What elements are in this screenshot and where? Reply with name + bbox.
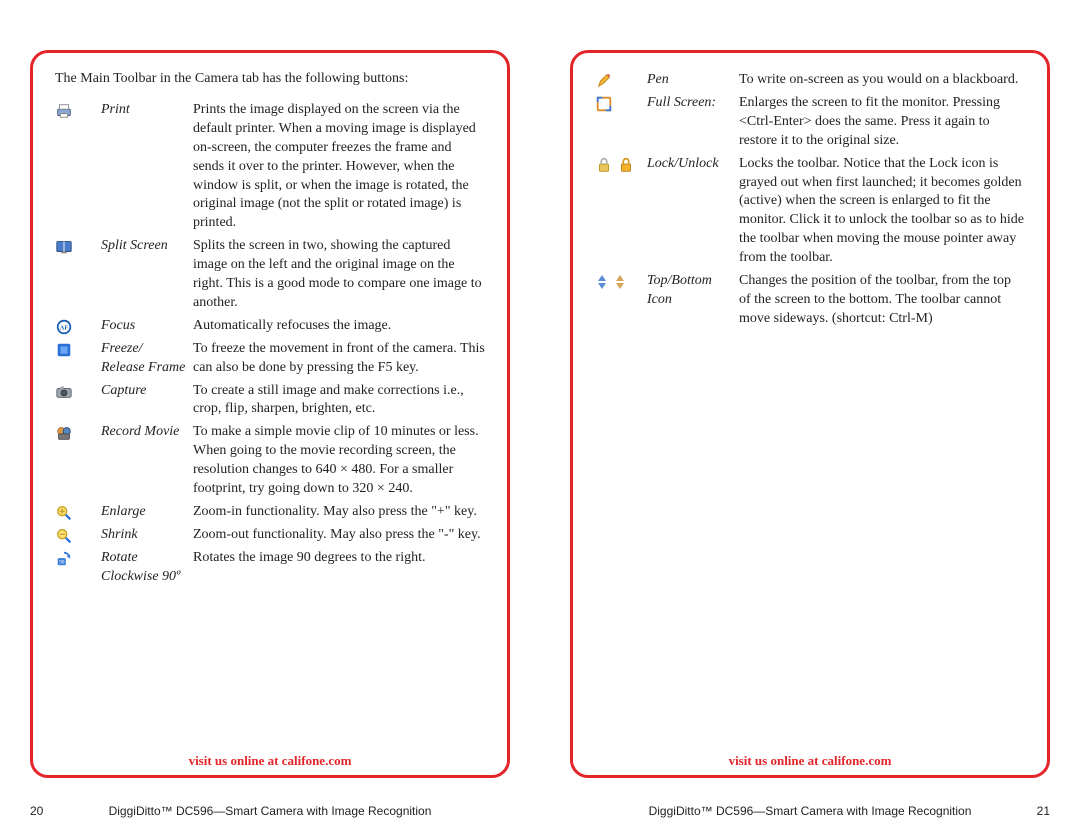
table-row: Enlarge Zoom-in functionality. May also … [55, 503, 485, 522]
page-footer-right: DiggiDitto™ DC596—Smart Camera with Imag… [570, 804, 1050, 818]
svg-text:90: 90 [59, 559, 65, 565]
row-label: Freeze/ Release Frame [101, 340, 193, 378]
row-label: Enlarge [101, 503, 193, 522]
record-movie-icon [55, 424, 73, 442]
split-screen-icon [55, 238, 73, 256]
footer-title: DiggiDitto™ DC596—Smart Camera with Imag… [70, 804, 470, 818]
row-label: Rotate Clockwise 90º [101, 549, 193, 587]
page-footer-left: 20 DiggiDitto™ DC596—Smart Camera with I… [30, 804, 510, 818]
row-label: Capture [101, 382, 193, 401]
table-row: Top/Bottom Icon Changes the position of … [595, 272, 1025, 329]
table-row: Full Screen: Enlarges the screen to fit … [595, 94, 1025, 151]
freeze-icon [55, 341, 73, 359]
table-row: Print Prints the image displayed on the … [55, 101, 485, 233]
icon-cell: AF [55, 317, 101, 336]
shrink-icon [55, 527, 73, 545]
icon-cell [55, 503, 101, 522]
row-label: Print [101, 101, 193, 120]
row-desc: Changes the position of the toolbar, fro… [739, 272, 1025, 329]
icon-cell [595, 94, 647, 113]
row-label: Pen [647, 71, 739, 90]
row-desc: Prints the image displayed on the screen… [193, 101, 485, 233]
table-row: Capture To create a still image and make… [55, 382, 485, 420]
enlarge-icon [55, 504, 73, 522]
table-row: Shrink Zoom-out functionality. May also … [55, 526, 485, 545]
page-number: 21 [1010, 804, 1050, 818]
icon-cell [595, 272, 647, 291]
row-label: Focus [101, 317, 193, 336]
lock-gold-icon [617, 156, 635, 174]
row-desc: To write on-screen as you would on a bla… [739, 71, 1025, 90]
arrow-up-icon [613, 273, 627, 291]
intro-text: The Main Toolbar in the Camera tab has t… [55, 71, 485, 87]
row-desc: Rotates the image 90 degrees to the righ… [193, 549, 485, 568]
row-label: Top/Bottom Icon [647, 272, 739, 310]
content-frame-left: The Main Toolbar in the Camera tab has t… [30, 50, 510, 778]
icon-cell [595, 71, 647, 90]
row-label: Split Screen [101, 237, 193, 256]
focus-icon: AF [55, 318, 73, 336]
table-row: Freeze/ Release Frame To freeze the move… [55, 340, 485, 378]
icon-cell [55, 382, 101, 401]
table-row: 90 Rotate Clockwise 90º Rotates the imag… [55, 549, 485, 587]
page-right: Pen To write on-screen as you would on a… [540, 0, 1080, 834]
icon-cell [55, 526, 101, 545]
icon-cell [55, 237, 101, 256]
row-label: Record Movie [101, 423, 193, 442]
capture-icon [55, 383, 73, 401]
page-number: 20 [30, 804, 70, 818]
row-desc: Enlarges the screen to fit the monitor. … [739, 94, 1025, 151]
row-label: Lock/Unlock [647, 155, 739, 174]
row-desc: To freeze the movement in front of the c… [193, 340, 485, 378]
icon-cell: 90 [55, 549, 101, 568]
fullscreen-icon [595, 95, 613, 113]
row-desc: To create a still image and make correct… [193, 382, 485, 420]
row-desc: Automatically refocuses the image. [193, 317, 485, 336]
print-icon [55, 102, 73, 120]
lock-gray-icon [595, 156, 613, 174]
svg-text:AF: AF [60, 324, 69, 331]
table-row: Record Movie To make a simple movie clip… [55, 423, 485, 499]
tagline: visit us online at califone.com [33, 753, 507, 769]
row-desc: To make a simple movie clip of 10 minute… [193, 423, 485, 499]
row-desc: Locks the toolbar. Notice that the Lock … [739, 155, 1025, 268]
icon-cell [55, 423, 101, 442]
row-label: Shrink [101, 526, 193, 545]
content-frame-right: Pen To write on-screen as you would on a… [570, 50, 1050, 778]
row-desc: Splits the screen in two, showing the ca… [193, 237, 485, 313]
icon-cell [55, 340, 101, 359]
icon-cell [55, 101, 101, 120]
row-label: Full Screen: [647, 94, 739, 113]
table-row: AF Focus Automatically refocuses the ima… [55, 317, 485, 336]
page-left: The Main Toolbar in the Camera tab has t… [0, 0, 540, 834]
tagline: visit us online at califone.com [573, 753, 1047, 769]
icon-cell [595, 155, 647, 174]
pen-icon [595, 72, 613, 90]
arrow-down-icon [595, 273, 609, 291]
table-row: Pen To write on-screen as you would on a… [595, 71, 1025, 90]
table-row: Lock/Unlock Locks the toolbar. Notice th… [595, 155, 1025, 268]
row-desc: Zoom-out functionality. May also press t… [193, 526, 485, 545]
footer-title: DiggiDitto™ DC596—Smart Camera with Imag… [610, 804, 1010, 818]
rotate-icon: 90 [55, 550, 73, 568]
row-desc: Zoom-in functionality. May also press th… [193, 503, 485, 522]
table-row: Split Screen Splits the screen in two, s… [55, 237, 485, 313]
